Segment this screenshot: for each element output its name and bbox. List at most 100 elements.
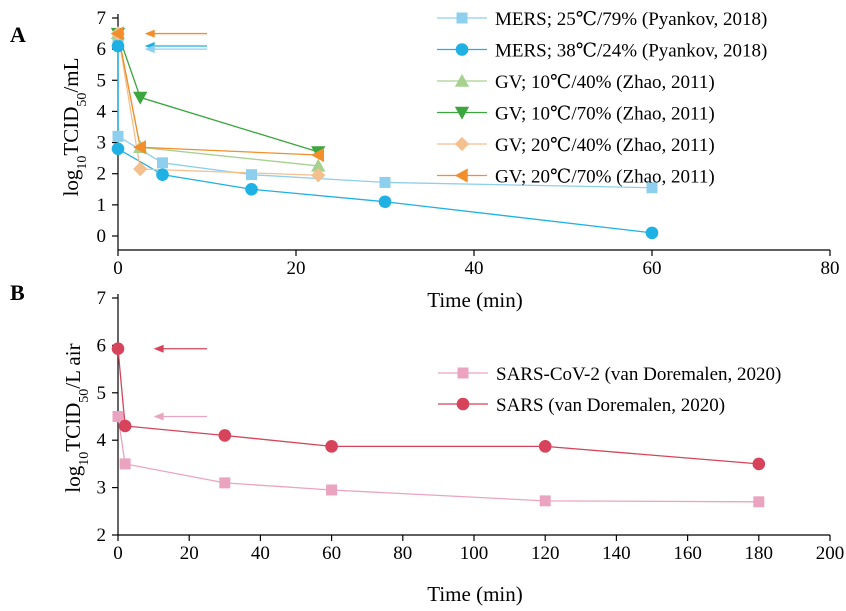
panel-a-y-tick-label: 3: [97, 133, 107, 154]
panel-b-y-tick-label: 7: [97, 288, 107, 309]
panel-a-x-tick-label: 60: [643, 258, 662, 279]
panel-a-y-tick-label: 1: [97, 195, 107, 216]
panel-a-label: A: [10, 22, 26, 47]
panel-a-x-tick-label: 20: [287, 258, 306, 279]
panel-b-data-point: [119, 458, 131, 470]
panel-a-y-tick-label: 7: [97, 8, 107, 29]
panel-a-data-point: [156, 168, 169, 181]
panel-a-legend-marker: [454, 136, 470, 152]
panel-b-data-point: [219, 477, 231, 489]
panel-a-data-point: [245, 182, 258, 196]
panel-b-legend-item: SARS (van Doremalen, 2020): [438, 395, 725, 416]
panel-a-legend-label: GV; 10℃/40% (Zhao, 2011): [495, 72, 715, 93]
panel-a-y-tick-label: 2: [97, 164, 107, 185]
panel-b-legend-marker: [456, 397, 470, 411]
panel-a-data-point: [111, 39, 125, 53]
panel-a-data-point: [646, 182, 658, 194]
panel-b-data-point: [112, 411, 124, 422]
panel-b-x-tick-label: 60: [322, 543, 341, 564]
panel-b-legend-label: SARS-CoV-2 (van Doremalen, 2020): [496, 364, 781, 385]
panel-a-legend-marker: [454, 106, 470, 120]
panel-a: A 0 20 40 60 80 0 1 2 3 4 5 6 7 Time (min) log10TCID…: [10, 8, 840, 312]
panel-b-legend-label: SARS (van Doremalen, 2020): [496, 395, 725, 416]
panel-a-legend-marker: [454, 168, 468, 183]
panel-a-plot: 0 20 40 60 80 0 1 2 3 4 5 6 7: [97, 8, 840, 279]
panel-b-x-tick-label: 160: [673, 543, 702, 564]
panel-b-y-tick-label: 5: [97, 383, 107, 404]
panel-b-legend-marker: [457, 367, 469, 379]
panel-a-x-tick-label: 80: [821, 258, 840, 279]
panel-b-data-point: [111, 342, 125, 356]
panel-a-legend: MERS; 25℃/79% (Pyankov, 2018) MERS; 38℃/2…: [437, 9, 767, 188]
panel-a-legend-item: GV; 20℃/40% (Zhao, 2011): [437, 135, 715, 156]
panel-b-x-tick-label: 180: [745, 543, 774, 564]
panel-b-legend: SARS-CoV-2 (van Doremalen, 2020) SARS (va…: [438, 364, 781, 416]
panel-a-legend-marker: [454, 73, 470, 87]
panel-a-legend-label: GV; 10℃/70% (Zhao, 2011): [495, 104, 715, 125]
panel-a-legend-item: GV; 10℃/40% (Zhao, 2011): [437, 72, 715, 93]
panel-b-series-line-2: [117, 348, 759, 465]
panel-b-x-tick-label: 140: [602, 543, 631, 564]
panel-a-y-tick-label: 4: [97, 101, 107, 122]
panel-a-legend-item: MERS; 25℃/79% (Pyankov, 2018): [437, 9, 767, 30]
panel-a-data-point: [311, 168, 326, 183]
panel-a-y-tick-label: 6: [97, 39, 107, 60]
panel-b-annotation-arrow: [153, 412, 207, 421]
panel-a-data-point: [379, 176, 391, 188]
panel-a-data-point: [133, 161, 148, 177]
panel-a-data-point: [110, 26, 124, 41]
panel-a-legend-marker: [455, 43, 469, 56]
panel-a-data-point: [311, 147, 324, 163]
panel-b-data-point: [539, 495, 551, 507]
panel-a-data-point: [133, 91, 148, 105]
panel-b-data-point: [538, 440, 552, 453]
panel-a-data-point: [645, 226, 659, 240]
panel-b-y-axis-title: log10TCID50/L air: [61, 343, 92, 492]
panel-a-data-point: [378, 195, 392, 209]
panel-b-x-axis-title: Time (min): [427, 582, 522, 606]
panel-a-x-axis-title: Time (min): [427, 288, 522, 312]
panel-b-x-tick-label: 40: [251, 543, 270, 564]
panel-b-plot: 0 20 40 60 80 100 120 140 160 180 200 2 3 4 5 6 7: [97, 288, 845, 564]
panel-b-x-tick-label: 120: [531, 543, 560, 564]
panel-b-x-tick-label: 0: [113, 543, 123, 564]
panel-a-series-line-6: [117, 33, 319, 156]
panel-b-data-point: [218, 429, 232, 442]
panel-a-annotation-arrow: [144, 45, 207, 54]
panel-a-data-point: [246, 169, 257, 181]
panel-b-data-point: [326, 484, 338, 496]
panel-b-x-tick-label: 200: [816, 543, 845, 564]
panel-a-x-tick-label: 0: [113, 258, 123, 279]
panel-b-legend-item: SARS-CoV-2 (van Doremalen, 2020): [438, 364, 781, 385]
panel-a-series-line-4: [117, 33, 319, 153]
panel-b: B 0 20 40 60 80 100 120 140 160 180 200 2 3 4 5 6 7 Time…: [10, 280, 844, 606]
panel-a-x-tick-label: 40: [465, 258, 484, 279]
panel-b-x-tick-label: 20: [180, 543, 199, 564]
panel-b-annotation-arrow: [153, 344, 207, 353]
panel-a-legend-label: GV; 20℃/40% (Zhao, 2011): [495, 135, 715, 156]
panel-b-y-tick-label: 2: [97, 525, 107, 546]
panel-a-legend-item: GV; 10℃/70% (Zhao, 2011): [437, 104, 715, 125]
panel-a-y-tick-label: 5: [97, 70, 107, 91]
panel-a-y-axis-title: log10TCID50/mL: [59, 58, 90, 197]
panel-b-series-line-1: [117, 416, 759, 503]
panel-a-data-point: [111, 142, 125, 156]
panel-a-legend-label: MERS; 38℃/24% (Pyankov, 2018): [495, 41, 767, 62]
panel-a-legend-marker: [456, 12, 468, 24]
panel-b-y-tick-label: 4: [97, 430, 107, 451]
panel-b-y-tick-label: 6: [97, 335, 107, 356]
panel-a-legend-item: GV; 20℃/70% (Zhao, 2011): [437, 167, 715, 188]
panel-a-data-point: [157, 157, 168, 169]
panel-a-data-point: [133, 140, 146, 155]
panel-b-data-point: [325, 440, 338, 453]
panel-a-annotation-arrow: [144, 29, 207, 38]
panel-a-legend-label: MERS; 25℃/79% (Pyankov, 2018): [495, 9, 767, 30]
panel-b-data-point: [753, 496, 765, 508]
panel-b-label: B: [10, 280, 25, 305]
panel-a-data-point: [311, 158, 326, 172]
panel-a-y-tick-label: 0: [97, 226, 107, 247]
panel-b-data-point: [118, 419, 132, 433]
panel-b-x-tick-label: 80: [393, 543, 412, 564]
panel-a-legend-item: MERS; 38℃/24% (Pyankov, 2018): [437, 41, 767, 62]
